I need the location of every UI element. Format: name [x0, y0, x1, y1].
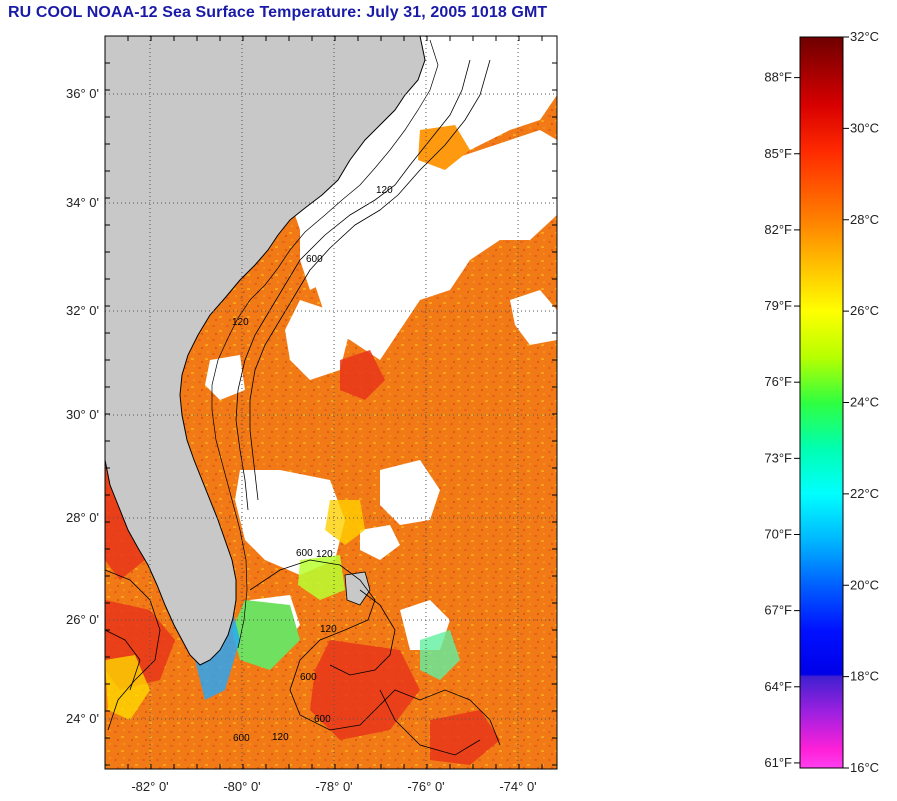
colorbar-label-fahrenheit: 76°F: [764, 374, 792, 389]
contour-label: 600: [306, 254, 323, 265]
colorbar-label-celsius: 26°C: [850, 303, 879, 318]
colorbar-label-celsius: 18°C: [850, 669, 879, 684]
colorbar-label-celsius: 22°C: [850, 486, 879, 501]
colorbar-label-fahrenheit: 67°F: [764, 603, 792, 618]
colorbar: 32°C 30°C 28°C 26°C 24°C 22°C 20°C 18°C 16°C 88°F…: [764, 29, 879, 775]
lat-tick-label: 24° 0': [66, 711, 99, 726]
colorbar-label-fahrenheit: 85°F: [764, 146, 792, 161]
colorbar-label-celsius: 20°C: [850, 577, 879, 592]
contour-label: 600: [300, 672, 317, 683]
contour-label: 120: [232, 317, 249, 328]
colorbar-label-celsius: 30°C: [850, 120, 879, 135]
map-title: RU COOL NOAA-12 Sea Surface Temperature:…: [8, 4, 548, 21]
contour-label: 120: [316, 549, 333, 560]
colorbar-label-celsius: 28°C: [850, 212, 879, 227]
contour-label: 120: [376, 185, 393, 196]
contour-label: 600: [296, 548, 313, 559]
lat-tick-label: 32° 0': [66, 303, 99, 318]
colorbar-bar: [799, 36, 844, 769]
colorbar-label-celsius: 16°C: [850, 760, 879, 775]
contour-label: 600: [314, 714, 331, 725]
lon-tick-label: -82° 0': [131, 779, 168, 794]
colorbar-label-fahrenheit: 70°F: [764, 526, 792, 541]
bathymetry-contours: [105, 59, 501, 756]
colorbar-label-celsius: 32°C: [850, 29, 879, 44]
lat-tick-label: 34° 0': [66, 195, 99, 210]
lon-tick-label: -76° 0': [407, 779, 444, 794]
colorbar-label-fahrenheit: 64°F: [764, 679, 792, 694]
lon-tick-label: -78° 0': [315, 779, 352, 794]
colorbar-label-fahrenheit: 73°F: [764, 450, 792, 465]
map-frame: [104, 35, 558, 770]
graticule: [105, 36, 557, 769]
contour-label: 600: [233, 733, 250, 744]
contour-label: 120: [272, 732, 289, 743]
lat-tick-label: 36° 0': [66, 86, 99, 101]
map-axes: 36° 0' 34° 0' 32° 0' 30° 0' 28° 0' 26° 0' 24° …: [66, 35, 557, 794]
lon-tick-label: -80° 0': [223, 779, 260, 794]
contour-label: 120: [320, 624, 337, 635]
land-southeast-us: [105, 36, 426, 666]
lat-tick-label: 30° 0': [66, 407, 99, 422]
colorbar-label-fahrenheit: 61°F: [764, 755, 792, 770]
colorbar-label-fahrenheit: 88°F: [764, 70, 792, 85]
colorbar-label-fahrenheit: 82°F: [764, 222, 792, 237]
lat-tick-label: 26° 0': [66, 612, 99, 627]
lon-tick-label: -74° 0': [499, 779, 536, 794]
lat-tick-label: 28° 0': [66, 510, 99, 525]
colorbar-label-celsius: 24°C: [850, 395, 879, 410]
land-bahamas-island: [344, 571, 371, 606]
colorbar-label-fahrenheit: 79°F: [764, 298, 792, 313]
coastline-outer: [211, 39, 439, 649]
